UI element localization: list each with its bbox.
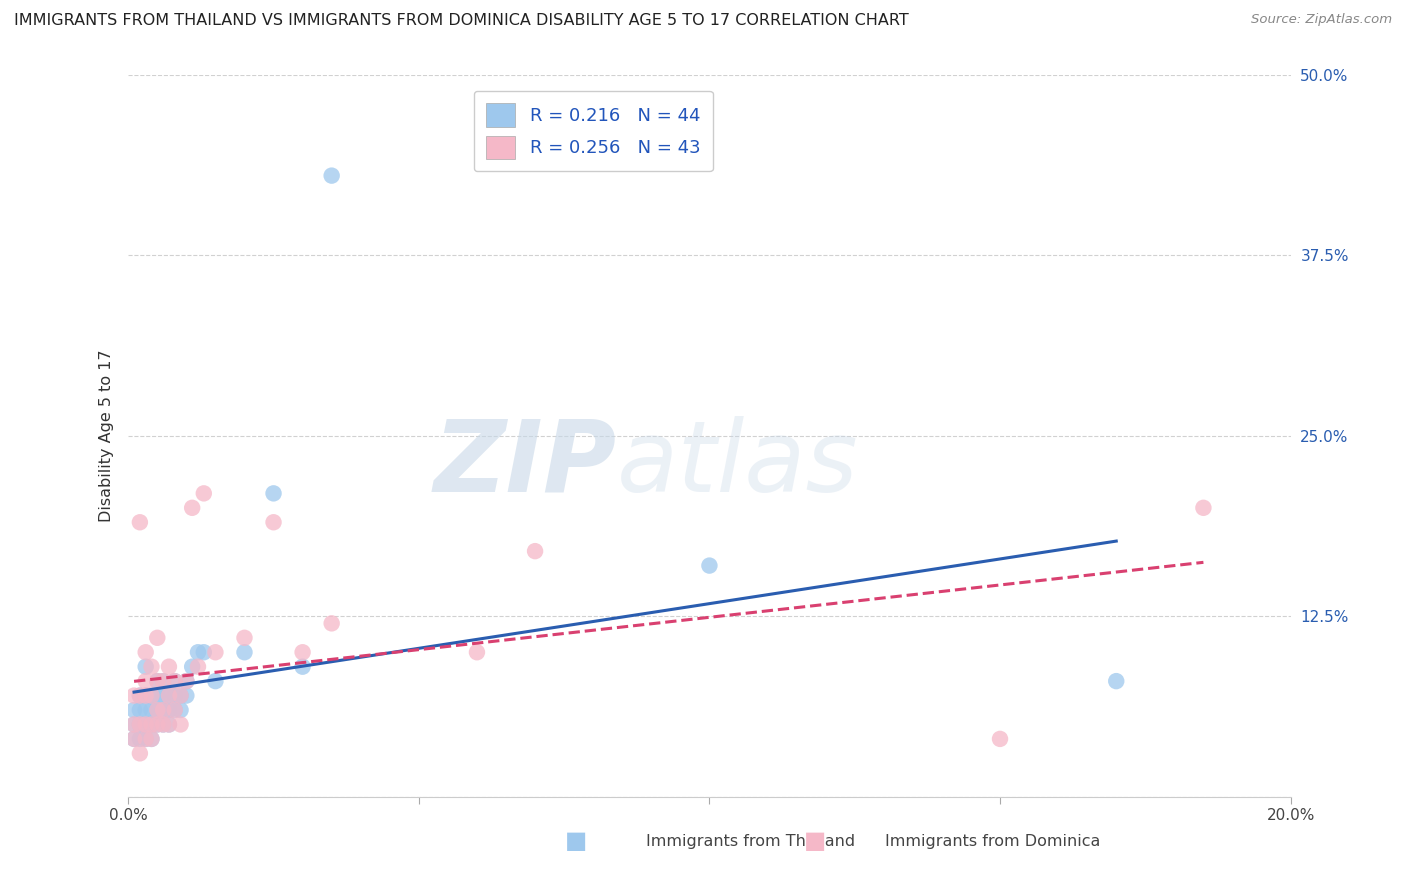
Point [163,674,186,689]
Point [157,689,180,703]
Point [176,689,198,703]
Text: Source: ZipAtlas.com: Source: ZipAtlas.com [1251,13,1392,27]
Point [465,645,488,659]
Point [146,717,169,731]
Point [135,717,157,731]
Text: atlas: atlas [616,416,858,513]
Point [152,703,174,717]
Point [152,689,174,703]
Point [169,689,191,703]
Point [135,689,157,703]
Y-axis label: Disability Age 5 to 17: Disability Age 5 to 17 [100,350,114,522]
Point [187,645,209,659]
Point [135,659,157,673]
Point [122,717,145,731]
Point [128,703,150,717]
Point [141,659,163,673]
Point [135,674,157,689]
Point [152,717,174,731]
Point [141,717,163,731]
Text: ZIP: ZIP [433,416,616,513]
Point [146,631,169,645]
Point [146,674,169,689]
Point [146,717,169,731]
Point [263,515,285,529]
Point [146,703,169,717]
Point [152,703,174,717]
Point [122,731,145,746]
Point [233,645,256,659]
Point [157,703,180,717]
Point [699,558,721,573]
Point [169,689,191,703]
Point [263,486,285,500]
Point [141,717,163,731]
Text: IMMIGRANTS FROM THAILAND VS IMMIGRANTS FROM DOMINICA DISABILITY AGE 5 TO 17 CORR: IMMIGRANTS FROM THAILAND VS IMMIGRANTS F… [14,13,908,29]
Point [157,717,180,731]
Point [122,689,145,703]
Point [135,689,157,703]
Point [128,515,150,529]
Point [204,645,226,659]
Point [128,747,150,761]
Point [321,169,343,183]
Point [141,689,163,703]
Point [163,674,186,689]
Point [181,500,204,515]
Point [163,689,186,703]
Point [1192,500,1215,515]
Point [1105,674,1128,689]
Text: Immigrants from Thailand: Immigrants from Thailand [647,834,855,849]
Point [128,689,150,703]
Point [122,717,145,731]
Point [176,674,198,689]
Point [135,731,157,746]
Point [193,645,215,659]
Point [135,731,157,746]
Point [181,659,204,673]
Point [157,659,180,673]
Point [157,717,180,731]
Point [169,717,191,731]
Point [135,645,157,659]
Point [152,674,174,689]
Point [122,703,145,717]
Point [204,674,226,689]
Point [141,689,163,703]
Point [122,731,145,746]
Text: ■: ■ [565,830,588,854]
Point [169,703,191,717]
Point [135,717,157,731]
Point [135,703,157,717]
Point [157,689,180,703]
Point [321,616,343,631]
Point [163,703,186,717]
Point [524,544,547,558]
Point [233,631,256,645]
Text: ■: ■ [804,830,827,854]
Legend: R = 0.216   N = 44, R = 0.256   N = 43: R = 0.216 N = 44, R = 0.256 N = 43 [474,91,713,171]
Point [152,674,174,689]
Point [291,645,314,659]
Point [163,703,186,717]
Point [141,731,163,746]
Point [146,703,169,717]
Point [128,717,150,731]
Point [988,731,1011,746]
Point [141,703,163,717]
Text: Immigrants from Dominica: Immigrants from Dominica [886,834,1101,849]
Point [128,689,150,703]
Point [193,486,215,500]
Point [291,659,314,673]
Point [146,674,169,689]
Point [128,717,150,731]
Point [141,731,163,746]
Point [187,659,209,673]
Point [146,689,169,703]
Point [176,674,198,689]
Point [152,717,174,731]
Point [128,731,150,746]
